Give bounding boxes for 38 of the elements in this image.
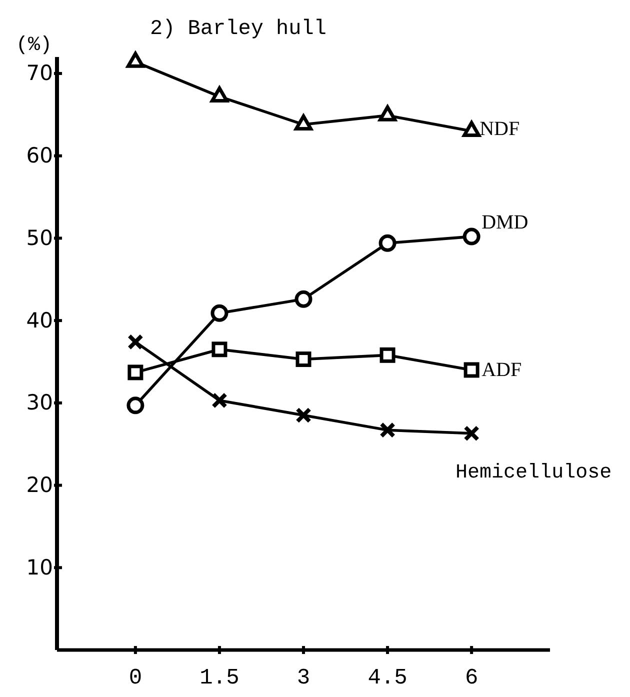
point [378, 105, 396, 122]
y-tick-label: 20 [26, 473, 53, 497]
point [378, 234, 396, 252]
chart-title: 2) Barley hull [150, 18, 326, 41]
point [212, 342, 228, 358]
y-axis-title: (%) [16, 34, 52, 57]
point [464, 425, 480, 442]
point [126, 396, 144, 414]
x-tick-label: 1.5 [200, 665, 240, 690]
point [464, 362, 480, 378]
series-label: DMD [482, 212, 528, 234]
point [296, 407, 312, 424]
point [210, 304, 228, 322]
point [127, 334, 144, 350]
point [296, 352, 312, 368]
y-tick-label: 30 [26, 390, 53, 415]
series-label: NDF [480, 118, 520, 140]
x-tick-label: 4.5 [368, 665, 408, 690]
x-tick-label: 6 [464, 665, 478, 690]
y-tick-label: 40 [26, 308, 53, 332]
point [128, 364, 144, 380]
y-tick-label: 50 [26, 226, 53, 250]
series-label: ADF [482, 358, 522, 381]
point [126, 52, 144, 68]
x-tick-label: 3 [296, 665, 310, 690]
point [210, 86, 228, 102]
point [380, 422, 396, 438]
point [380, 347, 396, 363]
point [294, 114, 312, 130]
point [462, 121, 481, 138]
x-tick-label: 0 [128, 665, 142, 690]
series-label: Hemicellulose [456, 461, 612, 484]
y-tick-label: 60 [26, 144, 53, 168]
point [294, 290, 312, 308]
y-tick-label: 10 [26, 555, 53, 580]
point [211, 392, 228, 408]
y-tick-label: 70 [26, 61, 53, 86]
point [462, 228, 480, 246]
